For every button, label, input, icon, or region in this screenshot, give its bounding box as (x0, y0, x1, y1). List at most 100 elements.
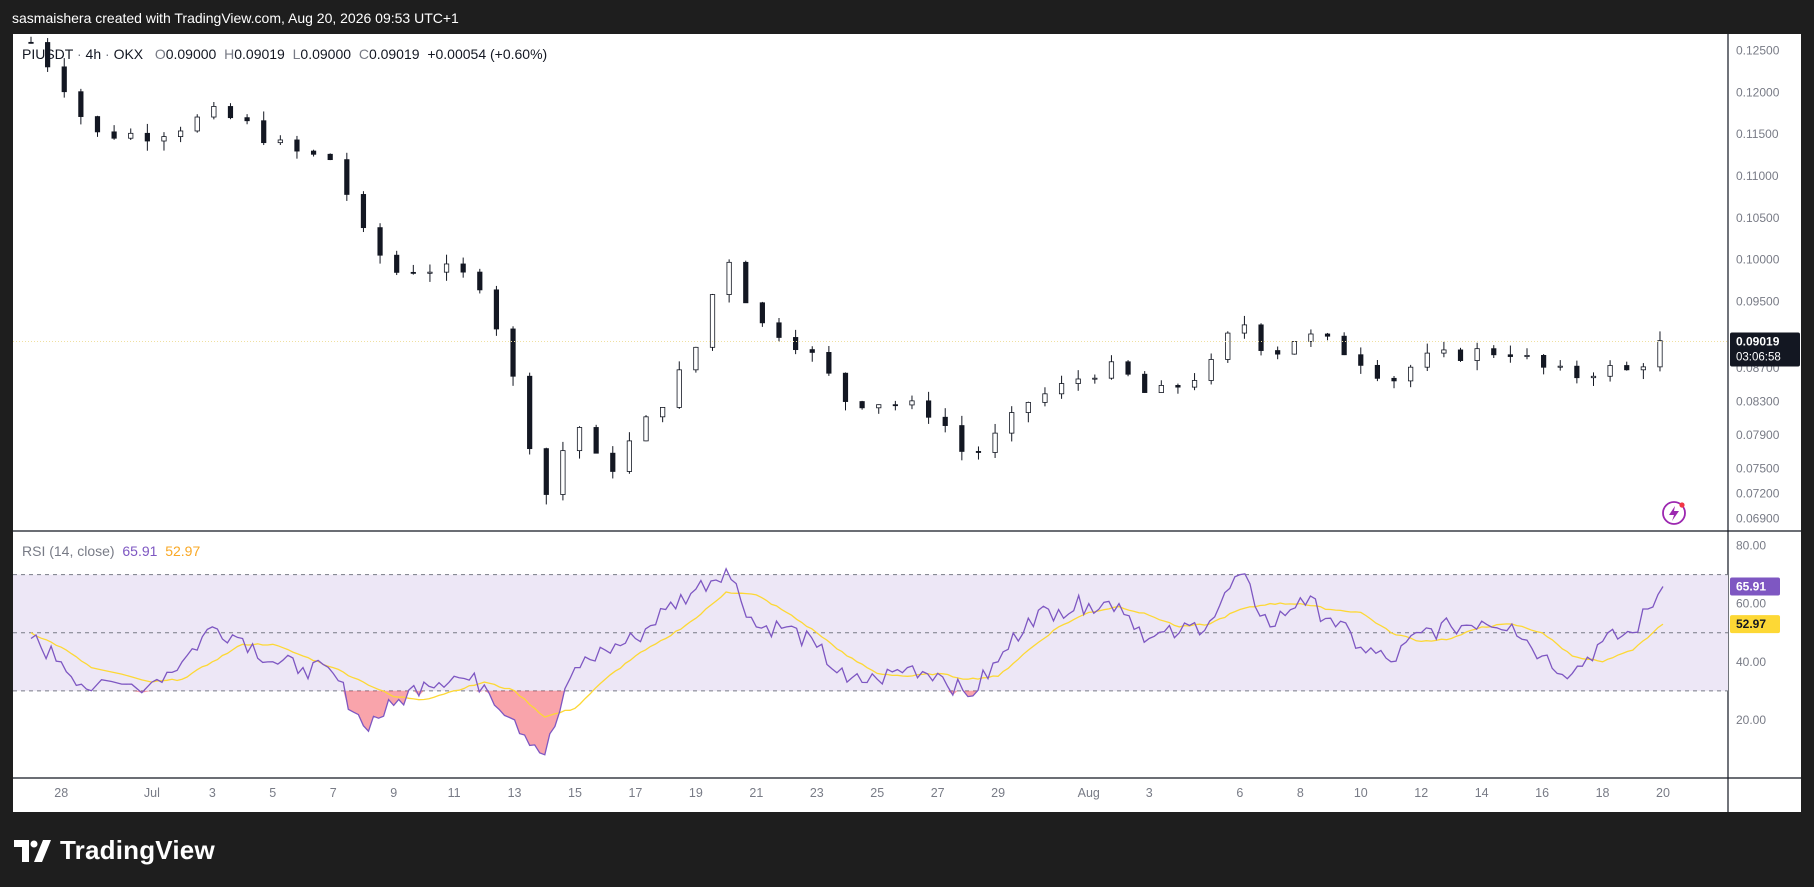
price-tick-label: 0.09500 (1736, 294, 1780, 308)
candle-body (1308, 333, 1314, 342)
candle-body (793, 337, 799, 351)
legend-exchange: OKX (113, 46, 144, 62)
candle-body (1524, 355, 1530, 357)
candle-body (510, 328, 516, 377)
time-tick-label: 9 (390, 786, 397, 800)
candle-body (1358, 354, 1364, 366)
time-tick-label: 5 (269, 786, 276, 800)
price-tick-label: 0.08300 (1736, 395, 1780, 409)
candle-body (427, 271, 433, 274)
candle-body (211, 106, 217, 118)
time-tick-label: 27 (931, 786, 945, 800)
price-tick-label: 0.12000 (1736, 85, 1780, 99)
time-tick-label: 25 (870, 786, 884, 800)
candle-body (310, 150, 317, 155)
candle-body (726, 261, 732, 295)
price-tick-label: 0.07900 (1736, 428, 1780, 442)
candle-body (1009, 412, 1015, 434)
time-tick-label: 3 (209, 786, 216, 800)
candle-body (493, 289, 500, 330)
candle-body (460, 263, 466, 273)
candle-body (1058, 383, 1065, 395)
candle-body (1241, 324, 1248, 334)
candle-body (926, 400, 932, 418)
price-tick-label: 0.10500 (1736, 211, 1780, 225)
candle-body (1275, 350, 1281, 355)
candle-body (660, 406, 666, 418)
time-tick-label: 6 (1236, 786, 1243, 800)
candle-body (1624, 365, 1630, 371)
candle-body (593, 427, 599, 454)
chart-credit: sasmaishera created with TradingView.com… (12, 10, 459, 26)
candle-body (111, 131, 117, 139)
rsi-ma-tag-text: 52.97 (1736, 617, 1766, 631)
high-value: 0.09019 (234, 46, 285, 62)
candle-body (576, 427, 583, 452)
high-label: H (224, 46, 235, 62)
price-tick-label: 0.06900 (1736, 511, 1780, 525)
candle-body (1457, 349, 1464, 361)
tradingview-logo[interactable]: TradingView (14, 835, 215, 866)
candle-body (1657, 340, 1663, 368)
candle-body (560, 450, 566, 495)
candle-body (177, 130, 184, 137)
candle-body (1607, 365, 1613, 377)
price-tick-label: 0.11500 (1736, 127, 1779, 141)
candle-body (1108, 361, 1115, 379)
candle-body (144, 132, 150, 142)
rsi-line (30, 567, 1664, 756)
candle-body (227, 106, 234, 119)
tradingview-logo-icon (14, 839, 51, 862)
candle-body (1125, 361, 1131, 375)
candle-body (1574, 365, 1580, 379)
candle-body (1075, 378, 1081, 384)
candle-body (543, 448, 549, 495)
candle-body (1175, 385, 1181, 388)
candle-body (975, 451, 982, 453)
candle-body (676, 369, 682, 408)
footer-bar (0, 812, 1814, 887)
candle-body (859, 401, 865, 409)
candle-body (1507, 354, 1513, 357)
candle-body (826, 352, 832, 374)
time-tick-label: 8 (1297, 786, 1304, 800)
candle-body (1341, 335, 1347, 356)
candle-body (1208, 359, 1214, 381)
price-tick-label: 0.07500 (1736, 461, 1780, 475)
time-tick-label: 12 (1414, 786, 1428, 800)
candle-body (1640, 366, 1646, 371)
time-tick-label: 19 (689, 786, 703, 800)
time-tick-label: 21 (749, 786, 763, 800)
candle-body (45, 42, 51, 68)
candle-body (261, 120, 267, 144)
low-label: L (292, 46, 301, 62)
legend-timeframe: 4h (85, 46, 102, 62)
lightning-icon[interactable] (1662, 501, 1686, 525)
time-tick-label: 14 (1475, 786, 1489, 800)
rsi-tick-label: 60.00 (1736, 597, 1766, 611)
legend-symbol[interactable]: PIUSDT (22, 46, 74, 62)
chart-panel[interactable]: 0.12500 0.12000 0.11500 0.11000 0.10500 0.100… (13, 34, 1801, 812)
time-tick-label: 17 (628, 786, 642, 800)
top-bar: sasmaishera created with TradingView.com… (0, 0, 1814, 34)
last-price-tag (1730, 332, 1800, 367)
candle-body (194, 116, 200, 132)
candle-body (743, 261, 749, 304)
candle-body (1191, 380, 1198, 388)
time-tick-label: 11 (448, 786, 461, 800)
rsi-value: 65.91 (122, 543, 158, 559)
candle-body (809, 349, 815, 353)
chart-svg[interactable]: 0.12500 0.12000 0.11500 0.11000 0.10500 0.100… (13, 34, 1801, 812)
close-label: C (358, 46, 369, 62)
candle-body (709, 294, 716, 348)
candle-body (28, 41, 34, 44)
candle-body (610, 452, 616, 472)
rsi-name[interactable]: RSI (14, close) (22, 543, 115, 559)
candle-body (1391, 377, 1397, 382)
time-tick-label: 20 (1656, 786, 1670, 800)
last-price-value: 0.09019 (1736, 334, 1780, 348)
candle-body (693, 346, 699, 371)
candle-body (394, 254, 400, 273)
candle-body (759, 302, 765, 324)
price-tick-label: 0.07200 (1736, 486, 1780, 500)
